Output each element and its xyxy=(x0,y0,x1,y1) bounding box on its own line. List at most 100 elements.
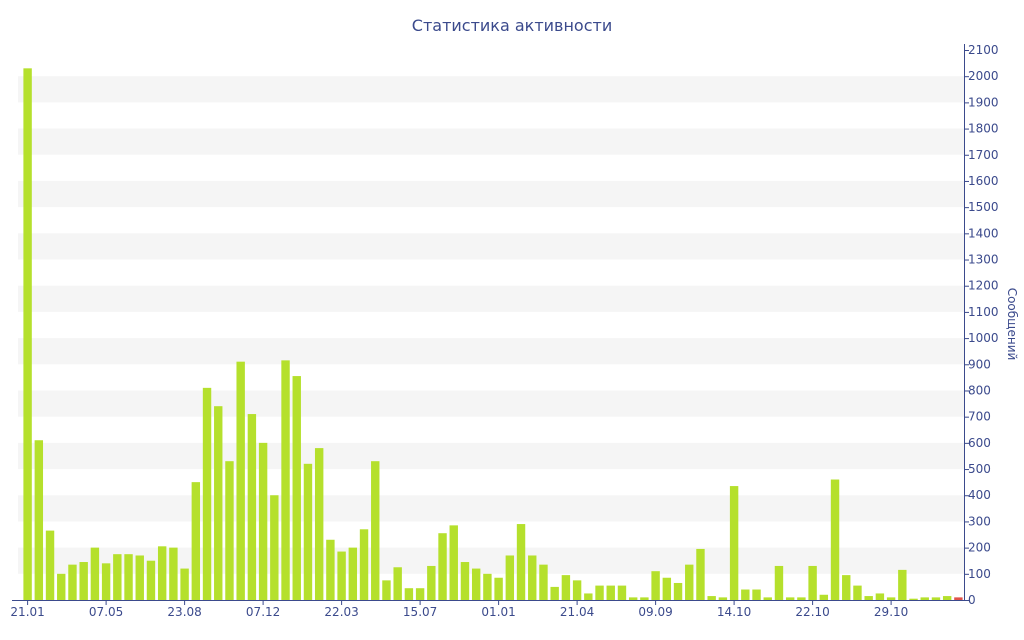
bar xyxy=(438,533,447,600)
x-tick-label: 29.10 xyxy=(874,605,908,619)
bar xyxy=(258,442,268,600)
bar xyxy=(90,547,100,600)
y-tick-label: 900 xyxy=(968,357,991,371)
bar xyxy=(886,597,896,600)
bar xyxy=(875,593,885,600)
bar xyxy=(281,360,290,600)
x-tick-label: 09.09 xyxy=(638,605,672,619)
bar xyxy=(718,597,728,600)
x-tick-label: 14.10 xyxy=(717,605,751,619)
bar xyxy=(741,589,750,600)
bar xyxy=(830,479,840,600)
bar xyxy=(180,568,189,600)
grid-band xyxy=(18,128,964,155)
axes: 0 100 200 300 400 500 600 700 800 900 1000 1100 1200… xyxy=(10,43,998,619)
bar xyxy=(449,525,458,600)
y-tick-label: 700 xyxy=(968,410,991,424)
bar xyxy=(942,596,952,600)
bar xyxy=(920,597,929,600)
bar xyxy=(954,597,963,600)
bar xyxy=(135,555,144,600)
y-tick-label: 600 xyxy=(968,436,991,450)
bar xyxy=(124,554,133,600)
bar xyxy=(763,597,772,600)
bar xyxy=(236,361,245,600)
bar xyxy=(572,580,582,600)
bar xyxy=(685,564,694,600)
y-tick-label: 1700 xyxy=(968,148,999,162)
bar-series xyxy=(23,68,963,600)
bar xyxy=(584,593,593,600)
bar xyxy=(68,564,77,600)
x-tick-label: 07.05 xyxy=(89,605,123,619)
bar xyxy=(785,597,795,600)
bar xyxy=(673,582,683,600)
y-tick-label: 1300 xyxy=(968,253,999,267)
x-tick-label: 15.07 xyxy=(403,605,437,619)
bar xyxy=(628,597,638,600)
grid-band xyxy=(18,180,964,208)
bar xyxy=(23,68,32,600)
bar xyxy=(202,387,212,600)
y-tick-label: 500 xyxy=(968,462,991,476)
bar xyxy=(427,565,436,600)
bar xyxy=(292,376,301,600)
x-tick-label: 22.03 xyxy=(324,605,358,619)
y-tick-label: 1400 xyxy=(968,226,999,240)
y-tick-label: 1500 xyxy=(968,200,999,214)
bar xyxy=(57,573,66,600)
bar xyxy=(382,580,391,600)
bar xyxy=(898,569,907,600)
bar xyxy=(516,524,526,600)
bar xyxy=(101,563,111,600)
bar xyxy=(550,586,559,600)
bar xyxy=(651,571,660,600)
x-tick-label: 21.04 xyxy=(560,605,594,619)
bar xyxy=(931,597,941,600)
bar xyxy=(595,585,604,600)
grid-bands xyxy=(18,76,964,574)
bar xyxy=(348,547,358,600)
bar xyxy=(270,495,279,600)
bar xyxy=(314,448,324,600)
y-axis-label: Сообщений xyxy=(1005,288,1019,361)
bar xyxy=(169,547,178,600)
y-tick-label: 1600 xyxy=(968,174,999,188)
y-tick-label: 0 xyxy=(968,593,976,607)
bar xyxy=(460,562,470,600)
bar xyxy=(606,585,615,600)
bar xyxy=(528,555,537,600)
bar xyxy=(842,575,851,600)
y-tick-label: 1200 xyxy=(968,279,999,293)
bar xyxy=(617,585,627,600)
bar xyxy=(864,596,873,600)
y-tick-label: 300 xyxy=(968,514,991,528)
bar xyxy=(696,548,705,600)
bar xyxy=(404,588,414,600)
bar xyxy=(34,440,44,600)
bar xyxy=(662,577,672,600)
grid-band xyxy=(18,442,964,470)
bar xyxy=(225,461,234,600)
bar xyxy=(729,486,739,600)
grid-band xyxy=(18,338,964,365)
bar xyxy=(393,567,402,600)
bar xyxy=(707,596,716,600)
bar xyxy=(45,530,55,600)
bar xyxy=(326,539,335,600)
bar xyxy=(471,568,481,600)
y-tick-label: 2100 xyxy=(968,43,999,57)
bar xyxy=(337,551,346,600)
bar xyxy=(561,575,571,600)
bar xyxy=(909,598,918,600)
bar xyxy=(191,482,201,600)
bar xyxy=(303,463,313,600)
bar xyxy=(371,461,380,600)
chart-title: Статистика активности xyxy=(412,16,612,35)
x-tick-label: 07.12 xyxy=(246,605,280,619)
x-tick-label: 22.10 xyxy=(795,605,829,619)
bar xyxy=(853,585,862,600)
bar xyxy=(819,594,829,600)
